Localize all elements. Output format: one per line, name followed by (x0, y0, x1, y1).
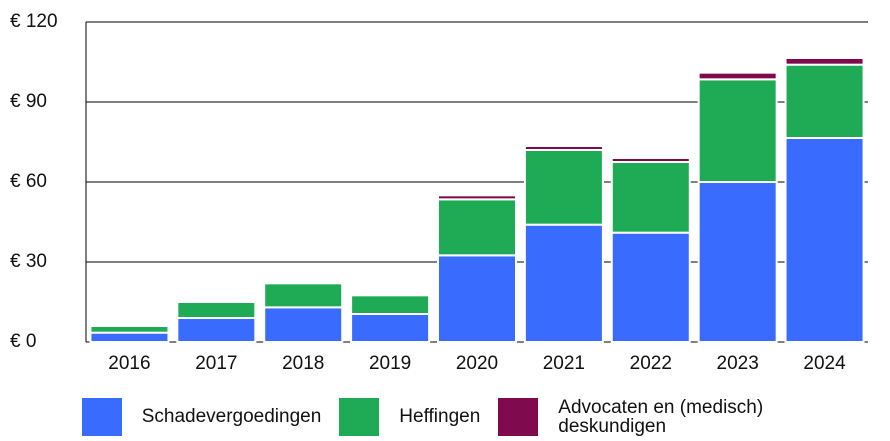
bar-segment (350, 313, 431, 343)
legend-item: Heffingen (339, 397, 481, 436)
bar-segment (610, 231, 691, 344)
bar-segment (610, 161, 691, 234)
y-tick-label: € 120 (10, 11, 58, 32)
x-tick-label: 2023 (717, 353, 759, 374)
bar-segment (784, 63, 865, 139)
bar-segment (784, 137, 865, 343)
legend-swatch (339, 397, 380, 436)
y-tick-label: € 90 (10, 91, 47, 112)
legend-label: Heffingen (399, 406, 481, 427)
legend: Schadevergoedingen Heffingen Advocaten en … (0, 392, 890, 441)
bar-segment (263, 306, 344, 344)
y-tick-label: € 30 (10, 251, 47, 272)
x-tick-label: 2022 (630, 353, 672, 374)
legend-label: Schadevergoedingen (141, 406, 322, 427)
x-tick-label: 2021 (543, 353, 585, 374)
legend-label: Advocaten en (medisch) deskundigen (558, 396, 764, 437)
legend-swatch (498, 397, 539, 436)
legend-item: Advocaten en (medisch) deskundigen (498, 396, 808, 437)
y-tick-label: € 0 (10, 331, 36, 352)
bar-segment (263, 282, 344, 309)
bar-segment (697, 71, 778, 81)
x-tick-label: 2018 (282, 353, 324, 374)
bar-segment (523, 149, 604, 226)
bar-segment (697, 78, 778, 183)
bar-segment (523, 145, 604, 151)
bar-segment (89, 325, 170, 334)
bar-segment (523, 223, 604, 344)
y-tick-label: € 60 (10, 171, 47, 192)
bar-segment (176, 301, 257, 319)
x-tick-label: 2017 (195, 353, 237, 374)
bar-segment (176, 317, 257, 343)
bar-segment (437, 194, 517, 201)
legend-item: Schadevergoedingen (81, 397, 322, 436)
x-tick-label: 2020 (456, 353, 498, 374)
bar-segment (89, 331, 170, 343)
bar-segment (784, 57, 865, 66)
chart: € 0 € 30 € 60 € 90 € 120 2016 2017 2018 2019 2020… (10, 11, 868, 374)
bar-segment (610, 157, 691, 163)
x-tick-label: 2024 (803, 353, 846, 374)
bar-segment (697, 181, 778, 343)
legend-swatch (81, 397, 122, 436)
bar-segment (437, 198, 517, 257)
x-tick-label: 2019 (369, 353, 411, 374)
x-tick-label: 2016 (108, 353, 150, 374)
bar-segment (437, 254, 517, 343)
bar-segment (350, 294, 431, 316)
